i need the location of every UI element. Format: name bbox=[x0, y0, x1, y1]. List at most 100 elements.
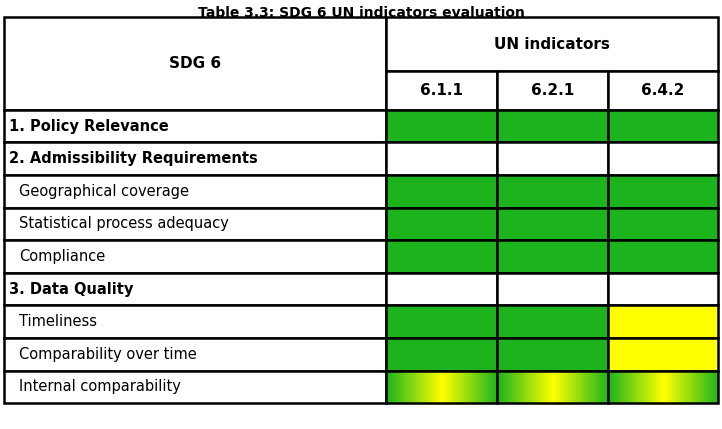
Bar bbox=[4, 175, 386, 208]
Bar bbox=[484, 371, 487, 403]
Bar bbox=[562, 371, 564, 403]
Bar bbox=[608, 110, 718, 142]
Bar bbox=[696, 371, 699, 403]
Bar bbox=[608, 71, 718, 110]
Bar bbox=[443, 371, 445, 403]
Bar bbox=[666, 371, 669, 403]
Bar bbox=[4, 305, 386, 338]
Bar bbox=[497, 305, 608, 338]
Bar bbox=[536, 371, 538, 403]
Bar bbox=[560, 371, 562, 403]
Bar bbox=[499, 371, 501, 403]
Bar bbox=[497, 142, 608, 175]
Bar bbox=[386, 371, 497, 403]
Bar bbox=[487, 371, 490, 403]
Bar bbox=[573, 371, 575, 403]
Bar bbox=[596, 371, 599, 403]
Bar bbox=[497, 371, 500, 403]
Bar bbox=[659, 371, 662, 403]
Bar bbox=[414, 371, 417, 403]
Bar bbox=[410, 371, 412, 403]
Bar bbox=[524, 371, 527, 403]
Bar bbox=[612, 371, 614, 403]
Bar bbox=[506, 371, 508, 403]
Bar bbox=[665, 371, 667, 403]
Bar bbox=[513, 371, 516, 403]
Bar bbox=[637, 371, 640, 403]
Bar bbox=[4, 371, 386, 403]
Bar bbox=[4, 273, 386, 305]
Bar bbox=[641, 371, 643, 403]
Bar bbox=[652, 371, 654, 403]
Bar bbox=[630, 371, 632, 403]
Bar bbox=[474, 371, 477, 403]
Bar bbox=[427, 371, 429, 403]
Bar bbox=[645, 371, 647, 403]
Bar bbox=[586, 371, 588, 403]
Bar bbox=[497, 240, 608, 273]
Bar bbox=[397, 371, 400, 403]
Bar bbox=[395, 371, 398, 403]
Bar bbox=[449, 371, 451, 403]
Bar bbox=[516, 371, 518, 403]
Bar bbox=[453, 371, 455, 403]
Bar bbox=[589, 371, 592, 403]
Bar bbox=[604, 371, 606, 403]
Bar bbox=[386, 208, 497, 240]
Bar bbox=[471, 371, 474, 403]
Bar bbox=[510, 371, 513, 403]
Bar bbox=[466, 371, 468, 403]
Bar bbox=[687, 371, 690, 403]
Bar bbox=[570, 371, 573, 403]
Bar bbox=[521, 371, 523, 403]
Bar bbox=[608, 142, 718, 175]
Bar bbox=[609, 371, 612, 403]
Bar bbox=[519, 371, 521, 403]
Bar bbox=[500, 371, 503, 403]
Bar bbox=[547, 371, 549, 403]
Bar bbox=[691, 371, 693, 403]
Bar bbox=[658, 371, 660, 403]
Bar bbox=[386, 371, 388, 403]
Bar bbox=[441, 371, 444, 403]
Bar bbox=[495, 371, 497, 403]
Bar bbox=[497, 371, 608, 403]
Bar bbox=[613, 371, 616, 403]
Text: 6.2.1: 6.2.1 bbox=[531, 83, 574, 98]
Bar bbox=[711, 371, 713, 403]
Bar bbox=[635, 371, 638, 403]
Bar bbox=[716, 371, 719, 403]
Bar bbox=[633, 371, 636, 403]
Bar bbox=[628, 371, 630, 403]
Bar bbox=[386, 338, 497, 371]
Bar bbox=[462, 371, 464, 403]
Bar bbox=[672, 371, 675, 403]
Bar bbox=[386, 305, 497, 338]
Bar bbox=[391, 371, 394, 403]
Bar bbox=[436, 371, 438, 403]
Bar bbox=[447, 371, 450, 403]
Bar bbox=[674, 371, 677, 403]
Bar bbox=[608, 305, 718, 338]
Text: SDG 6: SDG 6 bbox=[169, 56, 221, 71]
Bar bbox=[715, 371, 717, 403]
Bar bbox=[451, 371, 453, 403]
Bar bbox=[456, 371, 458, 403]
Bar bbox=[477, 371, 479, 403]
Text: 6.4.2: 6.4.2 bbox=[641, 83, 684, 98]
Bar bbox=[606, 371, 609, 403]
Bar bbox=[709, 371, 712, 403]
Bar bbox=[575, 371, 577, 403]
Bar bbox=[541, 371, 544, 403]
Bar bbox=[454, 371, 457, 403]
Bar bbox=[386, 17, 718, 71]
Bar bbox=[656, 371, 658, 403]
Bar bbox=[517, 371, 520, 403]
Bar bbox=[523, 371, 525, 403]
Bar bbox=[423, 371, 425, 403]
Bar bbox=[689, 371, 692, 403]
Bar bbox=[608, 371, 718, 403]
Bar bbox=[458, 371, 461, 403]
Bar bbox=[386, 240, 497, 273]
Bar bbox=[419, 371, 422, 403]
